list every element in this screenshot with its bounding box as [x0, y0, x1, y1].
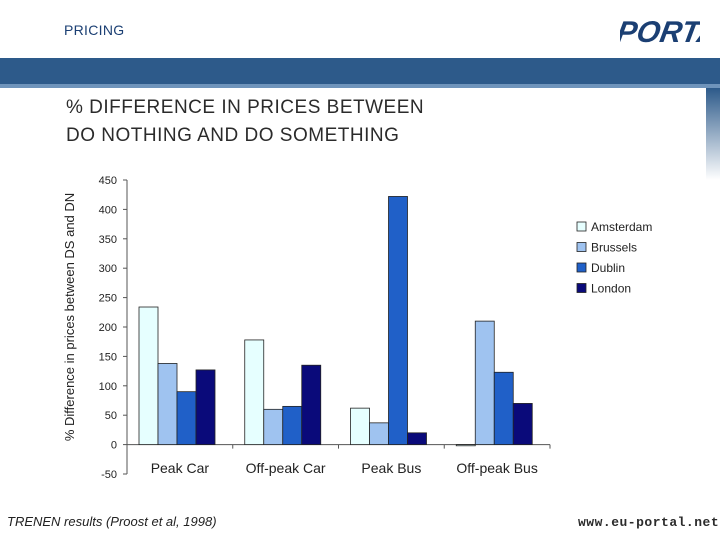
bar-dublin-off-peak-car — [282, 405, 303, 446]
header-band-accent — [0, 84, 720, 88]
y-tick-label: 450 — [99, 175, 117, 187]
slide-title-line2: DO NOTHING AND DO SOMETHING — [66, 125, 400, 146]
y-axis-label-group: % Difference in prices between DS and DN — [62, 193, 77, 441]
category-label: Peak Bus — [361, 460, 421, 476]
category-labels: Peak Car Off-peak Car Peak Bus Off-peak Bus — [151, 444, 551, 476]
site-url: www.eu-portal.net — [578, 515, 720, 530]
y-tick-label: 250 — [99, 293, 117, 305]
y-tick-label: 400 — [99, 204, 117, 216]
bar-london-off-peak-bus — [512, 403, 533, 446]
legend: Amsterdam Brussels Dublin London — [576, 220, 652, 296]
y-tick-label: 150 — [99, 351, 117, 363]
bars — [138, 196, 533, 447]
logo-text: PORTAL — [620, 16, 700, 49]
bar-brussels-peak-car — [157, 363, 178, 445]
bar-london-peak-bus — [407, 432, 427, 445]
bar-dublin-off-peak-bus — [493, 371, 514, 445]
y-tick-label: -50 — [101, 469, 117, 481]
y-tick-label: 200 — [99, 322, 117, 334]
bar-amsterdam-peak-bus — [350, 407, 370, 446]
y-tick-label: 0 — [111, 440, 117, 452]
bar-brussels-peak-bus — [369, 422, 389, 445]
bar-dublin-peak-bus — [388, 196, 408, 446]
legend-label: Brussels — [591, 241, 637, 255]
source-note: TRENEN results (Proost et al, 1998) — [7, 514, 217, 529]
y-axis-label: % Difference in prices between DS and DN — [62, 193, 77, 441]
header-band — [0, 58, 720, 84]
slide-title: % DIFFERENCE IN PRICES BETWEEN DO NOTHIN… — [66, 94, 424, 150]
legend-swatch — [576, 242, 587, 252]
y-tick-label: 100 — [99, 381, 117, 393]
slide-title-line1: % DIFFERENCE IN PRICES BETWEEN — [66, 97, 425, 118]
category-label: Off-peak Bus — [456, 460, 537, 476]
bar-brussels-off-peak-bus — [474, 320, 495, 445]
y-ticks: -50 0 50 100 150 200 250 300 350 400 450 — [99, 175, 127, 481]
bar-amsterdam-off-peak-car — [244, 339, 265, 446]
section-label: PRICING — [64, 22, 125, 38]
legend-swatch — [576, 262, 587, 273]
bar-london-off-peak-car — [301, 364, 322, 445]
portal-logo: PORTAL — [620, 16, 700, 49]
category-label: Off-peak Car — [246, 460, 326, 476]
legend-swatch — [576, 283, 587, 293]
bar-amsterdam-peak-car — [138, 306, 159, 445]
legend-swatch — [576, 221, 587, 232]
bar-london-peak-car — [195, 369, 216, 446]
side-accent — [706, 88, 720, 180]
legend-label: London — [591, 282, 631, 296]
category-label: Peak Car — [151, 460, 210, 476]
legend-label: Amsterdam — [591, 220, 652, 234]
legend-label: Dublin — [591, 261, 625, 275]
y-tick-label: 50 — [105, 410, 117, 422]
y-tick-label: 300 — [99, 263, 117, 275]
bar-brussels-off-peak-car — [263, 408, 284, 446]
y-tick-label: 350 — [99, 234, 117, 246]
bar-dublin-peak-car — [176, 391, 197, 445]
bar-amsterdam-off-peak-bus — [455, 444, 476, 447]
